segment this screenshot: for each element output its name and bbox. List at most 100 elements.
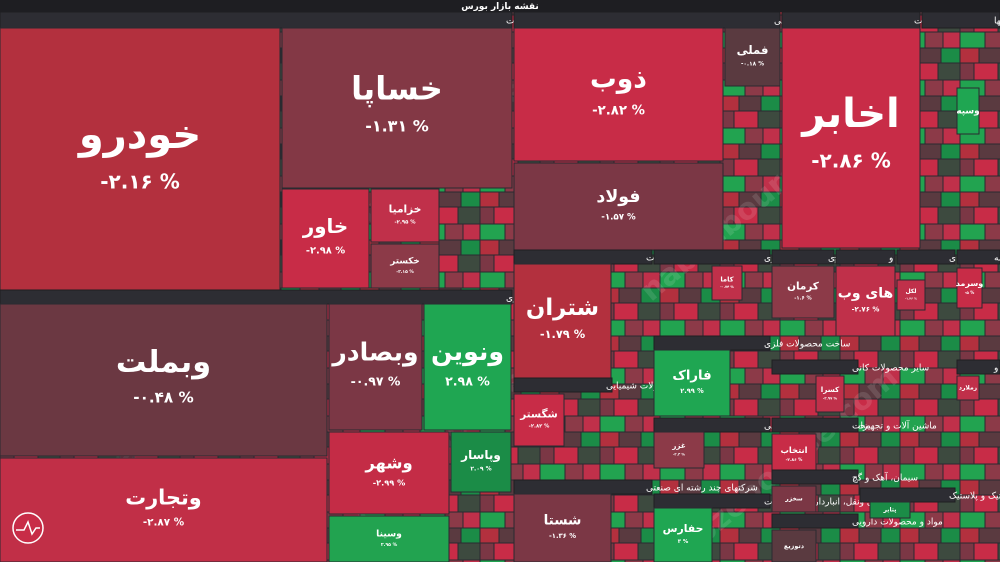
sector-name: سیمان، آهک و گچ xyxy=(852,472,918,484)
tile-change: -۲.۹۸ % xyxy=(306,245,345,256)
sector-header xyxy=(921,11,1000,29)
tile-name: ذوب xyxy=(590,63,647,94)
tile-name: کسرا xyxy=(821,385,840,394)
tile xyxy=(653,431,705,469)
tile xyxy=(771,265,835,319)
sector-header xyxy=(956,249,1000,265)
sector-header xyxy=(653,417,771,433)
sector-header xyxy=(0,289,513,305)
tile-name: خودرو xyxy=(77,112,201,158)
tile-change: ۲.۰۹ % xyxy=(470,466,491,473)
tile xyxy=(513,393,565,447)
sector-name: لاستیک و پلاستیک xyxy=(949,492,1000,502)
tile-name: ونوین xyxy=(431,337,504,367)
sector-header xyxy=(653,335,771,351)
tile xyxy=(956,87,980,135)
tile xyxy=(450,431,512,493)
tile-name: حفارس xyxy=(663,522,704,535)
tile xyxy=(771,485,817,513)
tile xyxy=(0,457,328,562)
map-title: نقشه بازار بورس xyxy=(461,2,539,12)
tile xyxy=(835,265,896,337)
tile xyxy=(370,188,440,243)
sector-header xyxy=(771,469,859,485)
tile-name: کاما xyxy=(720,275,733,283)
tile-change: -۱.۷۹ % xyxy=(540,327,586,341)
tile-change: -۱.۴۶ % xyxy=(905,297,917,301)
tile-change: ۳ % xyxy=(678,539,689,545)
tile-change: -۱.۳۱ % xyxy=(365,117,429,136)
tile-name: غزر xyxy=(671,441,686,450)
tile-change: -۰.۴۸ % xyxy=(133,389,193,407)
tile xyxy=(956,375,980,401)
tile xyxy=(815,375,845,413)
tile-name: فملی xyxy=(737,43,769,57)
tile-name: اخابر xyxy=(800,91,899,137)
tile-change: -۲.۸۶ % xyxy=(811,149,891,173)
tile-change: -۱.۶ % xyxy=(794,296,812,302)
tile-name: خاور xyxy=(302,215,348,238)
tile-name: پتایر xyxy=(883,507,897,514)
tile-name: وشهر xyxy=(364,453,412,473)
tile xyxy=(0,303,328,457)
sector-name: مواد و محصولات دارویی xyxy=(852,518,943,528)
tile-name: انتخاب xyxy=(780,445,807,455)
tile-change: -۲.۸۲ % xyxy=(529,424,550,430)
sector-header xyxy=(781,11,921,29)
sector-name: حمل ونقل، انبارداری و ارتباطات xyxy=(764,498,884,508)
sector-name: ماشین آلات و تجهیزات xyxy=(852,420,937,432)
tile xyxy=(513,263,612,379)
tile-name: وسپه xyxy=(956,107,979,117)
sector-header xyxy=(513,11,781,29)
tile xyxy=(956,267,983,309)
tile-name: شتران xyxy=(526,295,599,321)
sector-header xyxy=(771,417,859,433)
tile-change: -۱.۵۷ % xyxy=(601,212,636,222)
tile xyxy=(513,162,724,251)
tile xyxy=(711,265,743,301)
tile-change: -۰.۱۸ % xyxy=(741,61,764,67)
tile-name: وبملت xyxy=(116,345,211,380)
tile xyxy=(771,433,817,477)
tile xyxy=(869,501,911,519)
tile-change: ۲.۹۵ % xyxy=(381,542,398,548)
tile-change: -۱.۳۶ % xyxy=(549,532,576,540)
tile-change: -۰.۹۷ % xyxy=(351,374,401,389)
tile-change: -۲.۹۹ % xyxy=(373,477,406,487)
sector-header xyxy=(896,249,956,265)
tile-change: -۲.۸۲ % xyxy=(592,103,645,118)
sector-name: سرمایه گذاریها xyxy=(994,15,1000,27)
tile xyxy=(328,303,423,431)
tile-change: -۲.۱۶ % xyxy=(100,170,180,194)
sector-name: ساخت محصولات فلزی xyxy=(764,340,850,350)
tile-name: خکستر xyxy=(389,257,419,267)
sector-header xyxy=(859,487,956,503)
tile-name: فولاد xyxy=(596,187,640,207)
tile xyxy=(281,188,370,289)
tile xyxy=(771,529,817,562)
tile xyxy=(370,243,440,289)
tile-change: ۲.۹۸ % xyxy=(445,374,490,389)
tile xyxy=(513,27,724,162)
sector-name: زراعت و xyxy=(993,364,1000,374)
tile xyxy=(328,515,450,562)
sector-header xyxy=(0,11,513,29)
tile-name: فاراک xyxy=(672,369,711,384)
sector-name: محصولات شیمیایی xyxy=(606,382,677,392)
sector-name: بیمه xyxy=(994,254,1000,264)
tile-name: های وب xyxy=(838,285,893,301)
sector-header xyxy=(771,359,859,375)
tile-change: -۲.۳ % xyxy=(673,452,685,456)
tile-name: خزامیا xyxy=(389,204,422,216)
tile-change: -۰.۷۴ % xyxy=(720,285,734,289)
tile-change: -۲.۱۵ % xyxy=(396,269,414,275)
tile-change: ۲.۹۹ % xyxy=(680,387,704,395)
tile-name: وبصادر xyxy=(330,337,418,367)
tile xyxy=(328,431,450,515)
tile-name: سخزر xyxy=(784,496,803,503)
tile-name: خساپا xyxy=(351,69,443,107)
tile xyxy=(0,27,281,291)
tile-name: شگستر xyxy=(519,407,558,420)
tile xyxy=(653,507,713,562)
tile-name: شستا xyxy=(544,513,582,529)
